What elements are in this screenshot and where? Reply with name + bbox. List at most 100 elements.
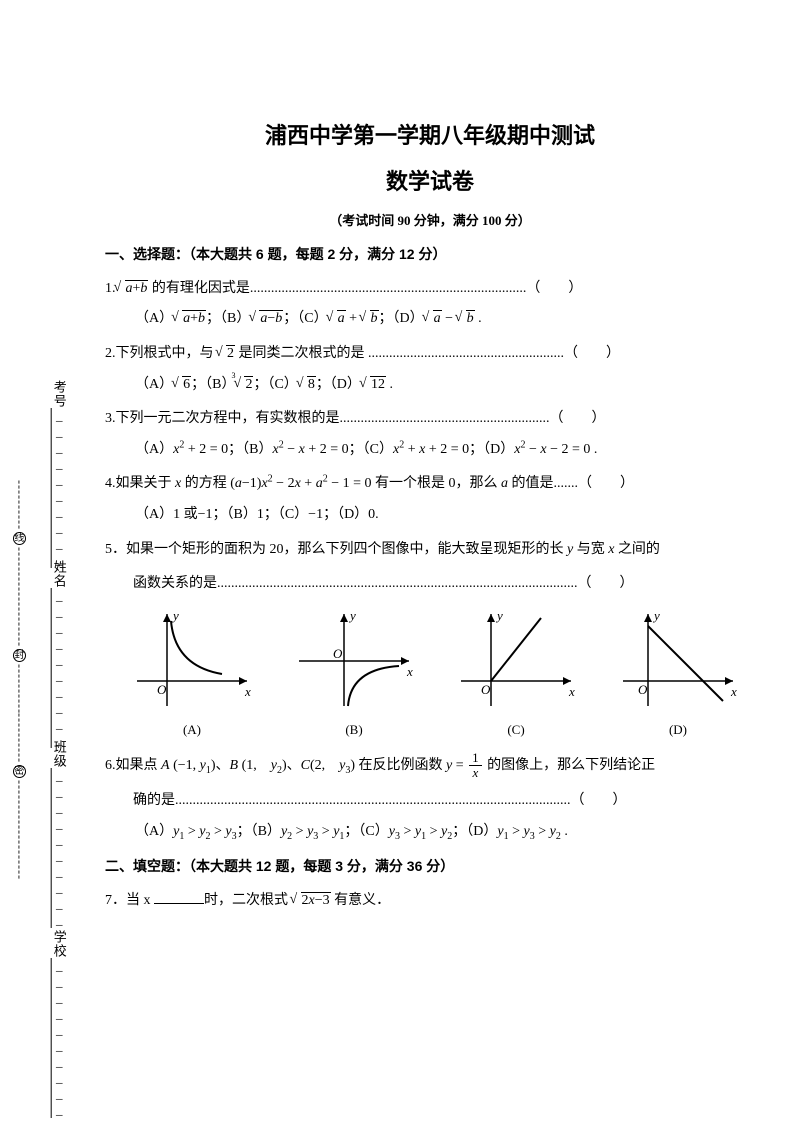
label-exam-number: 考号__________ (46, 380, 71, 568)
label-text: 班级 (52, 740, 67, 768)
svg-text:y: y (652, 608, 660, 623)
leader-dots: ........................................… (175, 793, 571, 808)
leader-dots: ........................................… (250, 281, 527, 296)
plot-svg: O x y (127, 606, 257, 716)
svg-text:x: x (568, 684, 575, 699)
q7-mid: 时，二次根式 (204, 893, 292, 908)
q5-line1: 5．如果一个矩形的面积为 20，那么下列四个图像中，能大致呈现矩形的长 y 与宽… (105, 542, 660, 557)
label-blank: __________ (52, 768, 67, 928)
sqrt-icon: 12 (361, 372, 386, 399)
q5-graph-row: O x y (A) O x y (B) (115, 606, 755, 743)
sqrt-icon: b (457, 306, 475, 333)
question-6-cont: 确的是.....................................… (133, 788, 755, 815)
q1-choices: （A）a+b；（B）a−b；（C）a + b；（D）a − b . (135, 306, 755, 333)
section-1-heading: 一、选择题：（本大题共 6 题，每题 2 分，满分 12 分） (105, 241, 755, 268)
frac-den: x (473, 765, 479, 780)
answer-paren: （ ） (564, 346, 620, 361)
leader-dots: ........................................… (217, 576, 578, 591)
sqrt-icon: a+b (116, 276, 149, 303)
exam-content: 浦西中学第一学期八年级期中测试 数学试卷 （考试时间 90 分钟，满分 100 … (105, 115, 755, 918)
svg-text:O: O (481, 682, 491, 697)
label-name: 姓名__________ (46, 560, 71, 748)
answer-paren: （ ） (578, 476, 634, 491)
sqrt-icon: a (424, 306, 442, 333)
q1-suffix: 的有理化因式是 (148, 281, 250, 296)
question-5: 5．如果一个矩形的面积为 20，那么下列四个图像中，能大致呈现矩形的长 y 与宽… (105, 537, 755, 564)
dash: ---------- (8, 713, 31, 763)
answer-paren: （ ） (526, 281, 582, 296)
plot-svg: O x y (613, 606, 743, 716)
graph-label: (B) (284, 718, 424, 743)
answer-paren: （ ） (571, 793, 627, 808)
label-text: 考号 (52, 380, 67, 408)
question-2: 2.下列根式中，与 2 是同类二次根式的是 ..................… (105, 341, 755, 368)
label-blank: __________ (52, 588, 67, 748)
question-3: 3.下列一元二次方程中，有实数根的是......................… (105, 406, 755, 433)
sqrt-icon: 2x−3 (292, 888, 331, 915)
sqrt-icon: 2 (217, 341, 235, 368)
label-text: 学校 (52, 930, 67, 958)
exam-subtitle: （考试时间 90 分钟，满分 100 分） (105, 209, 755, 234)
graph-label: (C) (446, 718, 586, 743)
svg-text:O: O (333, 646, 343, 661)
svg-text:O: O (157, 682, 167, 697)
question-7: 7．当 x 时，二次根式 2x−3 有意义． (105, 888, 755, 915)
question-1: 1.a+b 的有理化因式是...........................… (105, 276, 755, 303)
dash: ---------- (8, 597, 31, 647)
label-school: 学校__________ (46, 930, 71, 1118)
q3-stem: 3.下列一元二次方程中，有实数根的是 (105, 411, 340, 426)
q3-choices: （A）x2 + 2 = 0；（B）x2 − x + 2 = 0；（C）x2 + … (135, 437, 755, 464)
svg-text:y: y (495, 608, 503, 623)
dash: ---------- (8, 830, 31, 880)
graph-b: O x y (B) (284, 606, 424, 743)
fill-blank (154, 890, 204, 904)
graph-a: O x y (A) (122, 606, 262, 743)
fraction-icon: 1x (469, 751, 482, 781)
binding-guide-line: ---------- 线 ---------- ---------- 封 ---… (8, 300, 31, 1060)
q7-suffix: 有意义． (331, 893, 391, 908)
marker-xian: 线 (13, 532, 26, 545)
svg-text:O: O (638, 682, 648, 697)
graph-d: O x y (D) (608, 606, 748, 743)
answer-paren: （ ） (550, 411, 606, 426)
exam-title-line1: 浦西中学第一学期八年级期中测试 (105, 115, 755, 157)
dash: ---------- (8, 664, 31, 714)
q5-line2: 函数关系的是 (133, 576, 217, 591)
svg-text:x: x (730, 684, 737, 699)
q6-line2: 确的是 (133, 793, 175, 808)
graph-label: (A) (122, 718, 262, 743)
frac-num: 1 (469, 751, 482, 766)
cuberoot-icon: 2 (235, 372, 253, 399)
label-blank: __________ (52, 408, 67, 568)
question-6: 6.如果点 A (−1, y1)、B (1, y2)、C(2, y3) 在反比例… (105, 751, 755, 781)
q7-prefix: 7．当 x (105, 893, 154, 908)
svg-text:y: y (171, 608, 179, 623)
sqrt-icon: a−b (250, 306, 283, 333)
answer-paren: （ ） (578, 576, 634, 591)
plot-svg: O x y (289, 606, 419, 716)
section-2-heading: 二、填空题：（本大题共 12 题，每题 3 分，满分 36 分） (105, 853, 755, 880)
sqrt-icon: 8 (298, 372, 316, 399)
sqrt-icon: b (361, 306, 379, 333)
label-blank: __________ (52, 958, 67, 1118)
sqrt-icon: a+b (173, 306, 206, 333)
leader-dots: ........................................… (340, 411, 550, 426)
leader-dots: ........................................… (368, 346, 564, 361)
q6-choices: （A）y1 > y2 > y3；（B）y2 > y3 > y1；（C）y3 > … (135, 819, 755, 846)
question-4: 4.如果关于 x 的方程 (a−1)x2 − 2x + a2 − 1 = 0 有… (105, 471, 755, 498)
dash: ---------- (8, 780, 31, 830)
marker-mi: 密 (13, 765, 26, 778)
label-text: 姓名 (52, 560, 67, 588)
marker-feng: 封 (13, 649, 26, 662)
graph-label: (D) (608, 718, 748, 743)
plot-svg: O x y (451, 606, 581, 716)
question-5-cont: 函数关系的是..................................… (133, 571, 755, 598)
graph-c: O x y (C) (446, 606, 586, 743)
sqrt-icon: 6 (173, 372, 191, 399)
sqrt-icon: a (328, 306, 346, 333)
binding-margin: ---------- 线 ---------- ---------- 封 ---… (0, 0, 95, 1122)
exam-title-line2: 数学试卷 (105, 161, 755, 203)
dash: ---------- (8, 547, 31, 597)
q2-choices: （A）6；（B）2；（C）8；（D）12 . (135, 372, 755, 399)
svg-text:x: x (244, 684, 251, 699)
